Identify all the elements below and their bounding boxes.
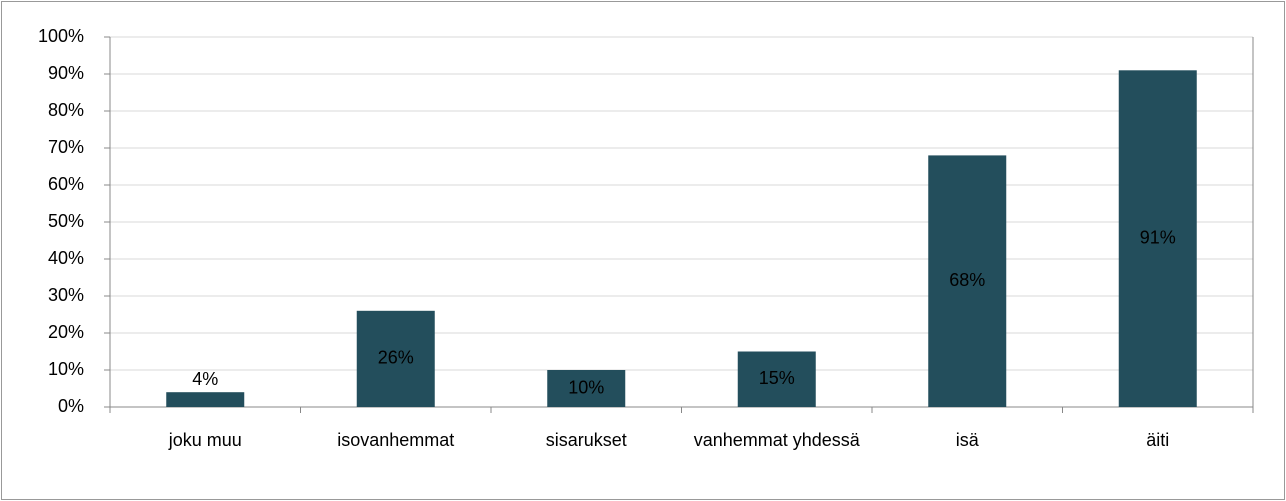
data-label: 91% bbox=[1140, 227, 1176, 247]
data-label: 26% bbox=[378, 348, 414, 368]
data-label: 10% bbox=[568, 377, 604, 397]
x-tick-label: vanhemmat yhdessä bbox=[694, 430, 861, 450]
x-tick-label: sisarukset bbox=[546, 430, 627, 450]
y-tick-label: 70% bbox=[48, 137, 84, 157]
y-tick-label: 40% bbox=[48, 248, 84, 268]
y-tick-label: 100% bbox=[38, 26, 84, 46]
bar bbox=[547, 370, 626, 407]
bar bbox=[356, 310, 435, 407]
y-tick-label: 90% bbox=[48, 63, 84, 83]
data-label: 15% bbox=[759, 368, 795, 388]
y-tick-label: 30% bbox=[48, 285, 84, 305]
y-tick-label: 0% bbox=[58, 396, 84, 416]
bar bbox=[928, 155, 1007, 407]
x-tick-label: isä bbox=[956, 430, 980, 450]
x-tick-label: isovanhemmat bbox=[337, 430, 454, 450]
x-tick-label: äiti bbox=[1146, 430, 1169, 450]
x-tick-label: joku muu bbox=[168, 430, 242, 450]
y-tick-label: 80% bbox=[48, 100, 84, 120]
bar bbox=[166, 392, 245, 407]
bar bbox=[737, 351, 816, 407]
bar bbox=[1118, 70, 1197, 408]
y-tick-label: 60% bbox=[48, 174, 84, 194]
y-tick-label: 20% bbox=[48, 322, 84, 342]
data-label: 68% bbox=[949, 270, 985, 290]
y-tick-label: 10% bbox=[48, 359, 84, 379]
y-tick-label: 50% bbox=[48, 211, 84, 231]
data-label: 4% bbox=[192, 369, 218, 389]
